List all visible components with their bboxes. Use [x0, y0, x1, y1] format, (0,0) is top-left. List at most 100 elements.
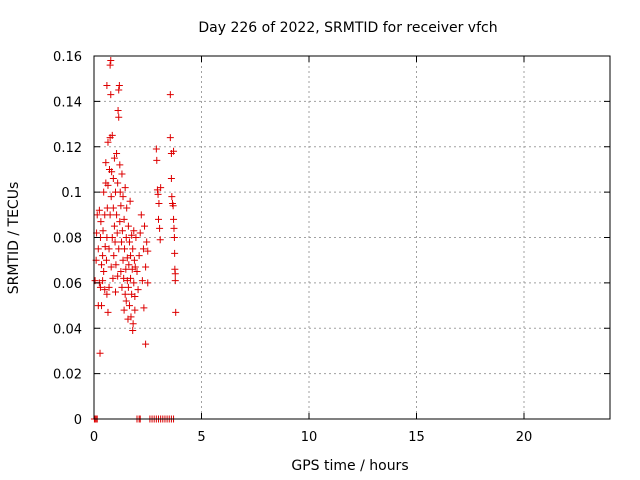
y-tick-label: 0 — [74, 413, 82, 428]
data-point — [118, 227, 126, 235]
data-point — [170, 215, 178, 223]
data-point — [113, 229, 121, 237]
data-point — [139, 245, 147, 253]
data-point — [157, 184, 165, 192]
data-point — [106, 61, 114, 69]
data-points — [90, 57, 180, 423]
y-tick-label: 0.06 — [53, 277, 82, 292]
data-point — [107, 91, 115, 99]
data-point — [131, 306, 139, 314]
data-point — [116, 218, 124, 226]
data-point — [104, 308, 112, 316]
data-point — [130, 279, 138, 287]
y-tick-label: 0.1 — [61, 186, 82, 201]
data-point — [107, 57, 115, 65]
data-point — [120, 274, 128, 282]
data-point — [130, 256, 138, 264]
data-point — [172, 308, 180, 316]
data-point — [114, 272, 122, 280]
data-point — [115, 81, 123, 89]
data-point — [121, 184, 129, 192]
data-point — [110, 252, 118, 260]
data-point — [118, 238, 126, 246]
data-point — [171, 249, 179, 257]
data-point — [155, 199, 163, 207]
data-point — [103, 81, 111, 89]
data-point — [130, 227, 138, 235]
data-point — [115, 113, 123, 121]
data-point — [129, 245, 137, 253]
data-point — [135, 252, 143, 260]
data-point — [125, 302, 133, 310]
data-point — [105, 245, 113, 253]
data-point — [156, 224, 164, 232]
data-point — [97, 218, 105, 226]
data-point — [132, 234, 140, 241]
axis-ticks — [93, 55, 610, 420]
data-point — [113, 150, 121, 158]
x-tick-label: 5 — [197, 430, 205, 445]
y-tick-labels: 0 0.02 0.04 0.06 0.08 0.1 0.12 0.14 0.16 — [53, 50, 82, 428]
data-point — [96, 349, 104, 357]
data-point — [156, 236, 164, 244]
data-point — [101, 286, 109, 294]
data-point — [171, 270, 179, 278]
data-point — [119, 256, 127, 264]
data-point — [99, 252, 107, 260]
data-point — [127, 274, 135, 282]
data-point — [95, 206, 103, 214]
data-point — [127, 252, 135, 260]
data-point — [124, 222, 132, 230]
data-point — [104, 138, 112, 146]
x-tick-label: 20 — [516, 430, 533, 445]
data-point — [170, 234, 178, 241]
data-point — [129, 320, 137, 328]
data-point — [114, 106, 122, 114]
data-point — [99, 277, 107, 285]
data-point — [100, 268, 108, 276]
data-point — [134, 286, 142, 294]
x-axis-label: GPS time / hours — [291, 458, 408, 474]
data-point — [115, 86, 123, 94]
data-point — [155, 215, 162, 223]
data-point — [106, 211, 114, 219]
data-point — [93, 211, 101, 219]
data-point — [133, 268, 141, 276]
data-point — [110, 222, 118, 230]
data-point — [120, 215, 128, 223]
data-point — [125, 238, 133, 246]
data-point — [142, 340, 150, 348]
y-tick-label: 0.16 — [53, 50, 82, 65]
y-axis-label: SRMTID / TECUs — [6, 182, 22, 295]
data-point — [140, 304, 148, 312]
data-point — [136, 229, 144, 237]
data-point — [94, 245, 102, 253]
data-point — [120, 306, 128, 314]
data-point — [107, 263, 115, 271]
data-point — [166, 134, 174, 142]
data-point — [125, 261, 133, 269]
data-point — [110, 154, 118, 162]
x-tick-label: 10 — [301, 430, 318, 445]
data-point — [117, 268, 125, 276]
y-tick-label: 0.14 — [53, 95, 82, 110]
data-point — [121, 245, 129, 253]
data-point — [101, 243, 109, 251]
data-point — [138, 277, 146, 285]
chart-title: Day 226 of 2022, SRMTID for receiver vfc… — [198, 20, 497, 36]
data-point — [116, 188, 124, 196]
data-point — [131, 292, 139, 300]
data-point — [143, 238, 151, 246]
data-point — [167, 175, 175, 183]
data-point — [168, 193, 176, 201]
data-point — [170, 147, 178, 155]
data-point — [96, 283, 104, 291]
data-point — [171, 277, 179, 285]
x-tick-label: 0 — [90, 430, 98, 445]
data-point — [144, 279, 152, 287]
data-point — [109, 175, 117, 183]
data-point — [112, 288, 119, 296]
x-tick-label: 15 — [408, 430, 425, 445]
data-point — [126, 197, 134, 205]
data-point — [102, 159, 110, 167]
